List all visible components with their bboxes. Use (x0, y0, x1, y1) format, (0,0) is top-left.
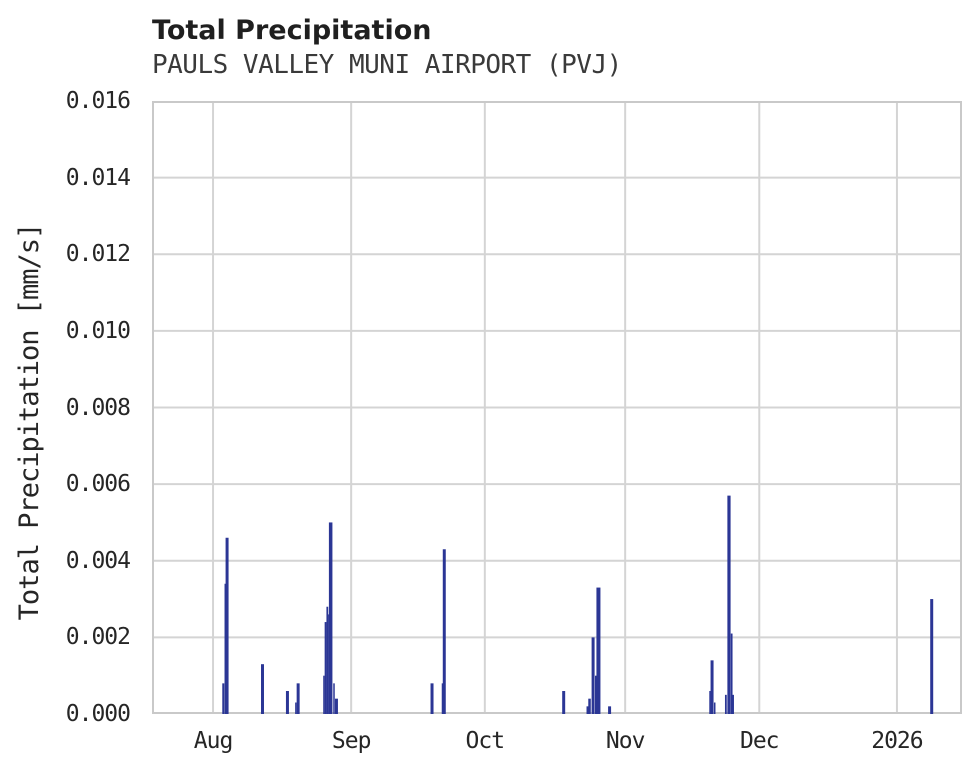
plot-area (152, 101, 962, 714)
x-tick-label: Aug (193, 728, 234, 754)
precip-bar (727, 495, 731, 714)
precip-bar (324, 622, 327, 714)
precip-bar (930, 599, 934, 714)
y-tick-label: 0.014 (65, 164, 131, 191)
y-tick-label: 0.016 (65, 88, 131, 114)
precip-bar (710, 660, 714, 714)
station-subtitle: PAULS VALLEY MUNI AIRPORT (PVJ) (152, 50, 622, 80)
precip-bar (562, 691, 566, 714)
precip-bar (225, 537, 229, 714)
plot-svg (152, 101, 962, 714)
precip-bar (596, 587, 601, 714)
precip-bar (328, 522, 333, 714)
x-tick-label: Sep (331, 728, 372, 754)
precip-bar (285, 691, 289, 714)
precip-bar (296, 683, 300, 714)
precip-bar (608, 706, 612, 714)
precip-bar (441, 683, 444, 714)
precip-bar (261, 664, 264, 714)
precip-bar (732, 694, 734, 714)
precip-bar (328, 614, 330, 714)
y-tick-label: 0.010 (65, 317, 131, 344)
precip-bar (595, 675, 597, 714)
x-tick-label: Dec (739, 728, 780, 754)
y-tick-label: 0.002 (65, 624, 131, 651)
y-tick-label: 0.006 (65, 471, 131, 498)
x-tick-label: Nov (605, 728, 646, 754)
precip-bar (323, 675, 325, 714)
precip-bar (713, 702, 716, 714)
y-tick-label: 0.008 (65, 394, 131, 421)
precip-bar (333, 683, 335, 714)
y-tick-label: 0.012 (65, 241, 131, 268)
y-tick-label: 0.004 (65, 547, 131, 574)
precip-bar (224, 583, 227, 714)
plot-border (152, 101, 962, 714)
precip-bar (326, 606, 329, 714)
precip-bar (295, 702, 297, 714)
y-tick-label: 0.000 (65, 701, 131, 727)
precip-bar (730, 633, 733, 714)
precip-bar (588, 698, 591, 714)
chart-title: Total Precipitation (152, 15, 432, 46)
precip-bar (724, 694, 727, 714)
precip-bar (442, 549, 446, 714)
precip-bar (586, 706, 589, 714)
precip-bar (222, 683, 225, 714)
precip-bar (591, 637, 595, 714)
precip-bar (709, 691, 711, 714)
precip-bar (334, 698, 338, 714)
x-tick-label: Oct (465, 728, 506, 754)
precip-bar (430, 683, 434, 714)
x-tick-label: 2026 (871, 728, 923, 754)
